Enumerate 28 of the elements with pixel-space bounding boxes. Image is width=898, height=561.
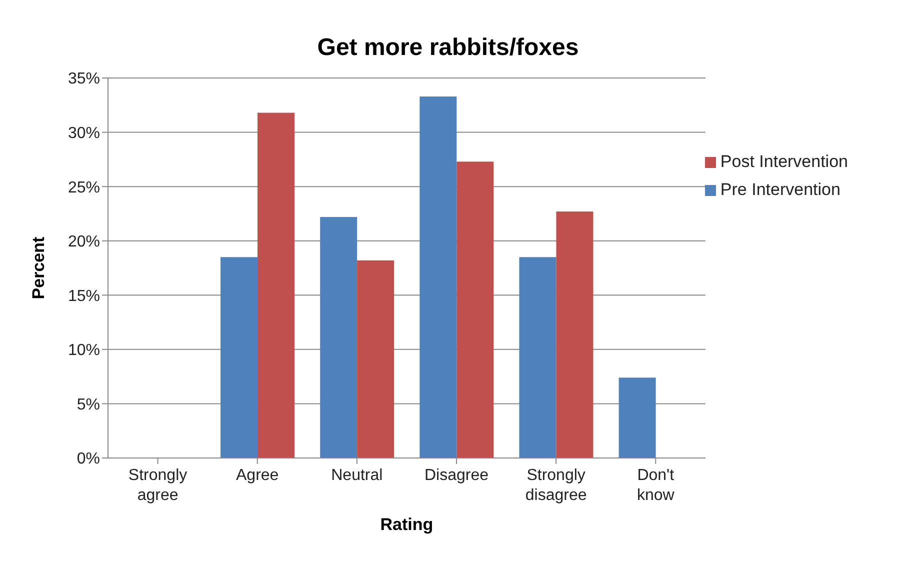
bar <box>618 378 656 458</box>
bar <box>220 257 258 458</box>
legend-label: Post Intervention <box>720 152 848 171</box>
bar <box>320 216 358 458</box>
bar <box>519 257 556 458</box>
x-tick-label: Neutral <box>331 467 383 484</box>
bar <box>456 162 494 458</box>
x-tick-label: Don't know <box>636 467 675 504</box>
y-tick-label: 30% <box>68 124 100 142</box>
y-tick-label: 35% <box>68 70 100 88</box>
chart-title: Get more rabbits/foxes <box>316 33 580 61</box>
y-tick-label: 5% <box>76 396 100 414</box>
bar <box>556 212 594 458</box>
x-tick-label: Agree <box>236 467 279 484</box>
y-tick-label: 0% <box>76 450 100 468</box>
y-tick-label: 15% <box>68 288 100 305</box>
x-tick-label: Disagree <box>424 467 489 484</box>
bar <box>357 260 394 458</box>
x-axis-title: Rating <box>380 515 434 534</box>
x-tick-label: Strongly disagree <box>525 467 587 504</box>
y-tick-label: 20% <box>68 234 100 251</box>
legend-label: Pre Intervention <box>720 180 840 199</box>
bar <box>258 112 295 458</box>
y-tick-label: 25% <box>68 179 100 196</box>
y-tick-label: 10% <box>68 342 100 360</box>
y-axis-title: Percent <box>29 236 48 300</box>
bar <box>420 96 457 458</box>
x-tick-label: Strongly agree <box>128 467 188 504</box>
